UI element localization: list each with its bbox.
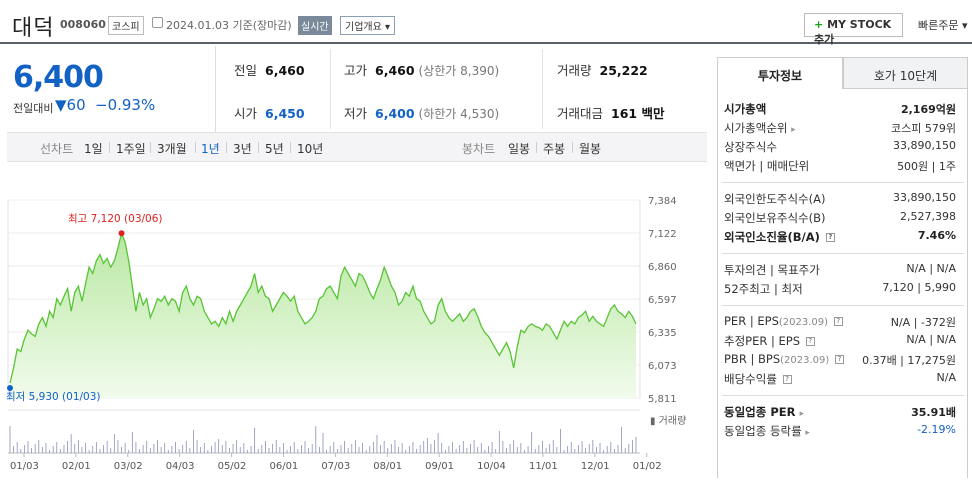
- period-5y[interactable]: 5년: [265, 142, 284, 156]
- current-price: 6,400: [13, 60, 104, 95]
- x-tick-label: 03/02: [114, 461, 143, 472]
- stock-code: 008060: [60, 18, 106, 31]
- y-tick-label: 6,597: [648, 295, 677, 306]
- foreign-limit-row: 외국인한도주식수(A) 33,890,150: [724, 191, 956, 206]
- price-area: [10, 233, 636, 398]
- divider: [330, 49, 331, 129]
- price-chart[interactable]: 7,384 7,122 6,860 6,597 6,335 6,073 5,811 최고 7,…: [0, 163, 708, 478]
- x-tick-label: 11/01: [529, 461, 558, 472]
- high-price: 고가 6,460 (상한가 8,390): [344, 63, 500, 78]
- price-line: [9, 231, 637, 384]
- x-tick-label: 08/01: [373, 461, 402, 472]
- candle-daily[interactable]: 일봉: [508, 142, 531, 156]
- opinion-row: 투자의견 | 목표주가 N/A | N/A: [724, 262, 956, 277]
- x-tick-label: 06/01: [269, 461, 298, 472]
- plus-icon: +: [814, 18, 824, 31]
- x-tick-label: 05/02: [218, 461, 247, 472]
- candle-chart-label: 봉차트: [462, 142, 496, 156]
- info-tabs: 투자정보 호가 10단계: [717, 57, 968, 89]
- est-per-row: 추정PER | EPS ? N/A | N/A: [724, 333, 956, 348]
- period-1d[interactable]: 1일: [84, 142, 103, 156]
- clock-icon: [152, 17, 163, 28]
- trade-amount: 거래대금 161 백만: [557, 106, 665, 121]
- industry-per-row: 동일업종 PER ▸ 35.91배: [724, 405, 956, 419]
- tab-invest-info[interactable]: 투자정보: [717, 57, 843, 89]
- company-overview-button[interactable]: 기업개요 ▾: [340, 16, 395, 35]
- current-price-box: 6,400 전일대비 ▼60 −0.93%: [0, 46, 216, 132]
- help-icon[interactable]: ?: [833, 317, 843, 326]
- period-3y[interactable]: 3년: [233, 142, 252, 156]
- invest-info-panel: 시가총액 2,169억원 시가총액순위 ▸ 코스피 579위 상장주식수 33,890…: [717, 89, 968, 478]
- change-percent: −0.93%: [95, 96, 156, 114]
- x-tick-label: 01/02: [633, 461, 662, 472]
- mcap-rank-row: 시가총액순위 ▸ 코스피 579위: [724, 121, 956, 135]
- volume-label: ▮ 거래량: [650, 415, 686, 427]
- per-row: PER | EPS(2023.09) ? N/A | -372원: [724, 314, 956, 329]
- foreign-ratio-row: 외국인소진율(B/A) ? 7.46%: [724, 229, 956, 244]
- help-icon[interactable]: ?: [825, 233, 835, 242]
- industry-rate-row: 동일업종 등락률 ▸ -2.19%: [724, 423, 956, 438]
- shares-row: 상장주식수 33,890,150: [724, 139, 956, 154]
- y-tick-label: 6,860: [648, 262, 677, 273]
- period-1w[interactable]: 1주일: [116, 142, 146, 156]
- my-stock-add-button[interactable]: + MY STOCK 추가: [804, 13, 903, 46]
- period-1y[interactable]: 1년: [201, 142, 220, 156]
- market-badge: 코스피: [108, 16, 144, 35]
- candle-monthly[interactable]: 월봉: [579, 142, 602, 156]
- price-chart-svg: 7,384 7,122 6,860 6,597 6,335 6,073 5,811 최고 7,…: [6, 196, 686, 472]
- period-3m[interactable]: 3개월: [157, 142, 187, 156]
- tab-order-book[interactable]: 호가 10단계: [843, 57, 968, 89]
- x-tick-label: 09/01: [425, 461, 454, 472]
- help-icon[interactable]: ?: [805, 337, 815, 346]
- help-icon[interactable]: ?: [782, 375, 792, 384]
- dividend-row: 배당수익률 ? N/A: [724, 371, 956, 386]
- help-icon[interactable]: ?: [834, 355, 844, 364]
- line-chart-label: 선차트: [40, 142, 74, 156]
- y-tick-label: 7,122: [648, 229, 677, 240]
- mcap-row: 시가총액 2,169억원: [724, 102, 956, 116]
- base-date: 2024.01.03 기준(장마감): [166, 19, 292, 32]
- x-tick-label: 10/04: [477, 461, 506, 472]
- x-tick-label: 07/03: [321, 461, 350, 472]
- change-label: 전일대비: [13, 102, 54, 115]
- candle-weekly[interactable]: 주봉: [543, 142, 566, 156]
- stock-name: 대덕: [12, 16, 55, 41]
- low-label: 최저 5,930 (01/03): [6, 391, 101, 403]
- par-row: 액면가 | 매매단위 500원 | 1주: [724, 159, 956, 173]
- volume: 거래량 25,222: [557, 63, 648, 78]
- x-tick-label: 04/03: [166, 461, 195, 472]
- foreign-hold-row: 외국인보유주식수(B) 2,527,398: [724, 210, 956, 225]
- chart-period-bar: 선차트 1일 1주일 3개월 1년 3년 5년 10년 봉차트 일봉 주봉 월봉: [7, 132, 707, 162]
- change-value: ▼60: [55, 96, 86, 114]
- quick-order-button[interactable]: 빠른주문 ▾: [918, 19, 968, 32]
- divider: [542, 49, 543, 129]
- pbr-row: PBR | BPS(2023.09) ? 0.37배 | 17,275원: [724, 352, 956, 367]
- y-tick-label: 7,384: [648, 196, 677, 207]
- x-tick-label: 12/01: [581, 461, 610, 472]
- period-10y[interactable]: 10년: [297, 142, 324, 156]
- y-tick-label: 6,335: [648, 328, 677, 339]
- x-tick-label: 01/03: [10, 461, 39, 472]
- realtime-button[interactable]: 실시간: [298, 16, 332, 35]
- w52-row: 52주최고 | 최저 7,120 | 5,990: [724, 281, 956, 296]
- high-marker: [118, 230, 125, 237]
- high-label: 최고 7,120 (03/06): [68, 213, 163, 225]
- low-marker: [7, 385, 13, 392]
- prev-close: 전일 6,460: [234, 63, 305, 78]
- open-price: 시가 6,450: [234, 106, 305, 121]
- stock-header: 대덕 008060 코스피 2024.01.03 기준(장마감) 실시간 기업개…: [0, 0, 972, 46]
- low-price: 저가 6,400 (하한가 4,530): [344, 106, 500, 121]
- y-tick-label: 5,811: [648, 394, 677, 405]
- y-tick-label: 6,073: [648, 361, 677, 372]
- x-tick-label: 02/01: [62, 461, 91, 472]
- price-summary: 전일 6,460 고가 6,460 (상한가 8,390) 거래량 25,222 시가…: [217, 46, 707, 132]
